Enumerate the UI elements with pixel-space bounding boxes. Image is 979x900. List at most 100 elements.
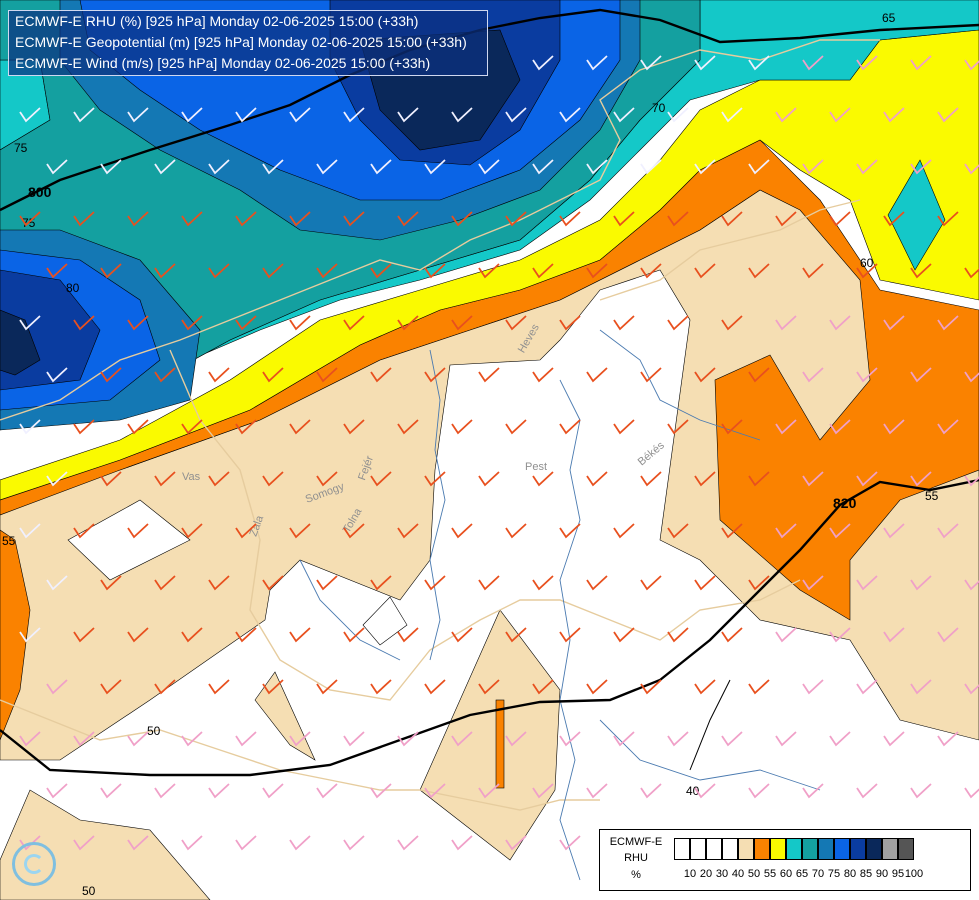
wind-barb [964, 267, 979, 279]
rhu-area-50-small [254, 671, 316, 761]
title-rhu: ECMWF-E RHU (%) [925 hPa] Monday 02-06-2… [15, 13, 419, 29]
wind-barb [208, 367, 230, 383]
wind-barb [451, 315, 473, 331]
wind-barb [694, 471, 716, 487]
wind-barb [505, 835, 527, 851]
wind-barb [478, 471, 500, 487]
wind-barbs [19, 55, 979, 851]
legend-tick: 90 [875, 868, 889, 880]
wind-barb [181, 627, 203, 643]
legend-swatch [882, 838, 898, 860]
wind-barb [208, 471, 230, 487]
wind-barb [451, 627, 473, 643]
contour-label-70: 70 [652, 101, 666, 115]
wind-barb [910, 159, 932, 175]
wind-barb [937, 419, 959, 435]
wind-barb [883, 627, 905, 643]
wind-barb [127, 627, 149, 643]
wind-barb [613, 315, 635, 331]
wind-barb [883, 107, 905, 123]
wind-barb [937, 315, 959, 331]
wind-barb [964, 475, 979, 487]
wind-barb [289, 523, 311, 539]
rhu-area-90-west [0, 309, 41, 376]
wind-barb [100, 575, 122, 591]
wind-barb [19, 627, 41, 643]
wind-barb [478, 159, 500, 175]
wind-barb [316, 367, 338, 383]
legend-tick: 55 [763, 868, 777, 880]
wind-barb [289, 731, 311, 747]
wind-barb [505, 315, 527, 331]
wind-barb [910, 575, 932, 591]
wind-barb [829, 211, 851, 227]
wind-barb [316, 159, 338, 175]
wind-barb [343, 315, 365, 331]
wind-barb [127, 835, 149, 851]
wind-barb [262, 471, 284, 487]
wind-barb [694, 575, 716, 591]
wind-barb [829, 627, 851, 643]
wind-barb [235, 419, 257, 435]
wind-barb [19, 107, 41, 123]
wind-barb [802, 575, 824, 591]
wind-barb [424, 679, 446, 695]
wind-barb [208, 679, 230, 695]
wind-barb [721, 731, 743, 747]
wind-barb [154, 159, 176, 175]
legend-swatch [674, 838, 690, 860]
wind-barb [289, 627, 311, 643]
wind-barb [748, 575, 770, 591]
wind-barb [910, 471, 932, 487]
wind-barb [505, 211, 527, 227]
wind-barb [19, 419, 41, 435]
wind-barb [262, 575, 284, 591]
wind-barb [721, 523, 743, 539]
wind-barb [964, 787, 979, 799]
wind-barb [343, 107, 365, 123]
wind-barb [316, 575, 338, 591]
legend-title-model: ECMWF-E [609, 836, 663, 848]
wind-barb [100, 263, 122, 279]
wind-barb [181, 107, 203, 123]
wind-barb [73, 419, 95, 435]
wind-barb [721, 211, 743, 227]
wind-barb [613, 523, 635, 539]
wind-barb [46, 367, 68, 383]
legend-tick: 85 [859, 868, 873, 880]
rhu-hole-small [362, 596, 408, 646]
wind-barb [370, 783, 392, 799]
wind-barb [154, 679, 176, 695]
region-label-vas: Vas [182, 471, 201, 483]
legend-swatch [754, 838, 770, 860]
wind-barb [100, 471, 122, 487]
wind-barb [100, 783, 122, 799]
rhu-hole-west [67, 499, 191, 581]
wind-barb [829, 523, 851, 539]
wind-barb [262, 263, 284, 279]
wind-barb [478, 679, 500, 695]
wind-barb [856, 159, 878, 175]
wind-barb [694, 367, 716, 383]
legend-swatch [786, 838, 802, 860]
wind-barb [397, 315, 419, 331]
wind-barb [721, 627, 743, 643]
wind-barb [46, 263, 68, 279]
rhu-area-55-strip [495, 699, 505, 789]
wind-barb [343, 211, 365, 227]
wind-barb [478, 263, 500, 279]
wind-barb [262, 367, 284, 383]
wind-barb [397, 211, 419, 227]
wind-barb [613, 731, 635, 747]
wind-barb [316, 783, 338, 799]
wind-barb [667, 627, 689, 643]
wind-barb [883, 211, 905, 227]
wind-barb [532, 159, 554, 175]
wind-barb [397, 107, 419, 123]
wind-barb [694, 159, 716, 175]
wind-barb [559, 107, 581, 123]
wind-barb [181, 315, 203, 331]
wind-barb [586, 471, 608, 487]
wind-barb [505, 731, 527, 747]
title-geopotential: ECMWF-E Geopotential (m) [925 hPa] Monda… [15, 34, 467, 50]
